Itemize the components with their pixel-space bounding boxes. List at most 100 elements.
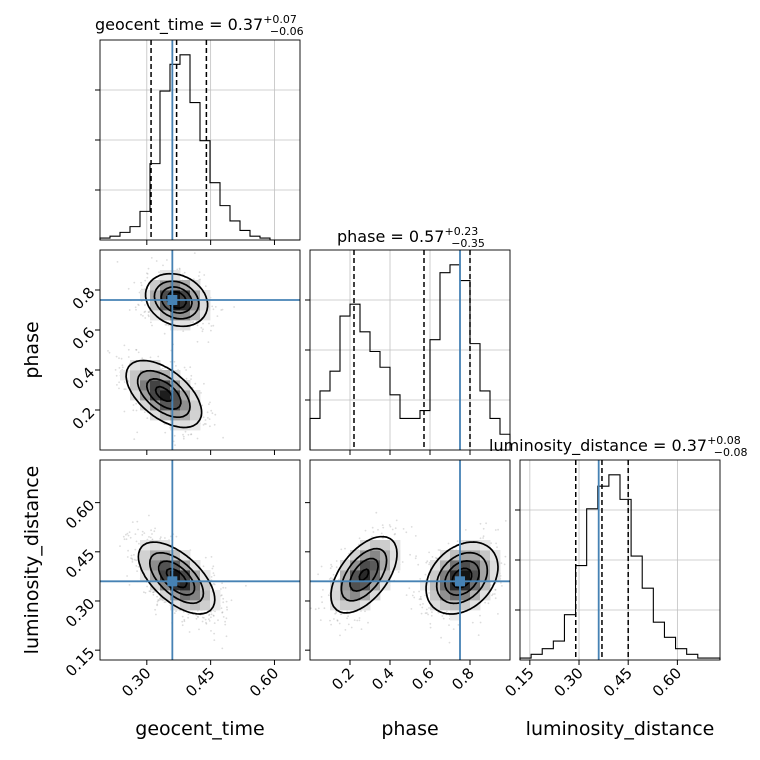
- scatter-point: [375, 511, 378, 514]
- scatter-point: [148, 514, 150, 517]
- density-cell: [170, 390, 181, 401]
- scatter-point: [132, 404, 135, 406]
- density-cell: [190, 580, 201, 591]
- scatter-point: [336, 620, 339, 622]
- scatter-point: [193, 252, 196, 255]
- scatter-point: [183, 366, 186, 369]
- scatter-point: [151, 533, 153, 535]
- scatter-point: [204, 285, 207, 288]
- scatter-point: [206, 411, 209, 414]
- density-cell: [160, 540, 171, 551]
- scatter-point: [213, 583, 216, 586]
- scatter-point: [203, 617, 205, 619]
- scatter-point: [136, 431, 139, 434]
- scatter-point: [401, 561, 404, 563]
- scatter-point: [408, 587, 411, 590]
- scatter-point: [358, 537, 361, 540]
- scatter-point: [190, 433, 193, 435]
- density-cell: [130, 370, 141, 381]
- density-cell: [450, 570, 461, 581]
- scatter-point: [497, 528, 499, 531]
- scatter-point: [202, 416, 205, 419]
- scatter-point: [158, 278, 161, 280]
- density-cell: [330, 600, 341, 611]
- density-cells: [120, 270, 211, 431]
- scatter-point: [420, 612, 423, 615]
- scatter-point: [420, 598, 423, 601]
- density-cell: [340, 560, 351, 571]
- contour-line: [125, 272, 209, 429]
- density-cell: [470, 560, 481, 571]
- scatter-point: [419, 595, 422, 598]
- scatter-point: [144, 317, 147, 319]
- scatter-point: [133, 554, 135, 556]
- scatter-point: [421, 606, 424, 609]
- scatter-point: [224, 620, 227, 623]
- scatter-point: [144, 310, 147, 313]
- x-tick-label: 0.45: [182, 664, 218, 700]
- scatter-point: [141, 357, 144, 360]
- scatter-point: [126, 556, 129, 558]
- x-tick-label: 0.6: [408, 664, 438, 694]
- scatter-point: [149, 590, 152, 593]
- scatter-point: [367, 621, 369, 624]
- scatter-point: [125, 538, 128, 541]
- scatter-point: [330, 563, 332, 566]
- scatter-point: [220, 588, 222, 590]
- scatter-frame: [99, 249, 301, 451]
- xlabel-phase: phase: [381, 718, 438, 740]
- xlabel-luminosity-distance: luminosity_distance: [526, 718, 715, 740]
- scatter-point: [327, 594, 330, 597]
- scatter-point: [187, 616, 190, 619]
- scatter-point: [182, 437, 185, 440]
- scatter-point: [310, 607, 312, 610]
- scatter-point: [132, 409, 135, 412]
- scatter-point: [188, 631, 191, 633]
- density-cell: [150, 410, 161, 421]
- density-cell: [440, 600, 451, 611]
- density-cell: [350, 590, 361, 601]
- chart-marks: 0.15 0.30 0.45 0.600.20.40.60.80.30 0.45 0.60…: [62, 39, 721, 700]
- scatter-point: [198, 628, 200, 631]
- scatter-point: [173, 360, 176, 363]
- scatter-point: [189, 366, 192, 369]
- scatter-point: [138, 291, 141, 294]
- scatter-point: [364, 610, 366, 613]
- scatter-point: [224, 587, 227, 589]
- scatter-point: [224, 623, 227, 626]
- y-tick-label: 0.60: [62, 496, 98, 532]
- scatter-point: [115, 355, 118, 358]
- scatter-point: [504, 520, 507, 522]
- density-cell: [370, 560, 381, 571]
- scatter-point: [220, 309, 223, 311]
- scatter-point: [317, 573, 319, 576]
- density-cells: [140, 540, 221, 611]
- scatter-point: [121, 366, 124, 369]
- scatter-point: [130, 554, 133, 557]
- title-phase: phase = 0.57+0.23 −0.35: [337, 225, 485, 250]
- scatter-point: [134, 548, 137, 551]
- scatter-point: [154, 527, 157, 530]
- scatter-point: [500, 562, 503, 564]
- density-cell: [200, 600, 211, 611]
- scatter-point: [331, 565, 333, 568]
- scatter-point: [391, 528, 394, 531]
- scatter-point: [141, 534, 144, 536]
- scatter-point: [431, 556, 434, 558]
- scatter-point: [191, 321, 194, 324]
- scatter-point: [490, 542, 492, 545]
- scatter-point: [137, 304, 140, 306]
- x-tick-label: 0.60: [246, 664, 282, 700]
- scatter-point: [133, 558, 136, 561]
- y-tick-label: 0.6: [69, 324, 99, 354]
- scatter-point: [427, 613, 429, 616]
- density-cell: [370, 580, 381, 591]
- density-cell: [210, 600, 221, 611]
- scatter-point: [418, 598, 421, 601]
- scatter-point: [155, 613, 157, 616]
- density-cell: [140, 380, 151, 391]
- scatter-point: [142, 315, 144, 317]
- scatter-point: [156, 604, 159, 607]
- density-cell: [190, 300, 201, 311]
